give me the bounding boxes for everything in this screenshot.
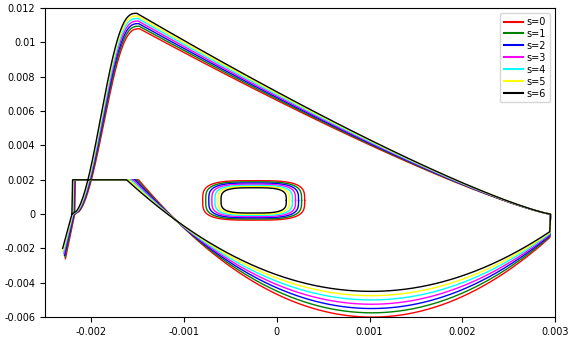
s=2 bbox=[70, 212, 77, 216]
Line: s=2: s=2 bbox=[74, 24, 551, 309]
s=6 bbox=[373, 289, 380, 293]
s=2 bbox=[70, 212, 77, 216]
s=1 bbox=[394, 154, 401, 159]
s=3 bbox=[284, 100, 291, 104]
Line: s=4: s=4 bbox=[73, 18, 551, 300]
s=1 bbox=[285, 103, 292, 107]
s=6 bbox=[68, 212, 75, 216]
s=6 bbox=[293, 279, 300, 283]
s=0 bbox=[71, 212, 78, 216]
s=5 bbox=[152, 202, 159, 206]
s=6 bbox=[134, 11, 140, 15]
s=5 bbox=[134, 14, 141, 18]
s=5 bbox=[284, 97, 291, 101]
s=5 bbox=[106, 74, 113, 78]
s=4 bbox=[284, 98, 291, 102]
s=2 bbox=[153, 200, 160, 204]
s=0 bbox=[394, 155, 401, 160]
s=4 bbox=[368, 298, 375, 302]
s=0 bbox=[154, 199, 160, 203]
s=1 bbox=[71, 212, 78, 216]
s=6 bbox=[284, 95, 291, 99]
s=3 bbox=[374, 302, 380, 306]
s=4 bbox=[374, 298, 380, 302]
s=1 bbox=[108, 81, 115, 86]
s=6 bbox=[151, 202, 158, 206]
s=3 bbox=[368, 302, 375, 306]
s=1 bbox=[136, 24, 143, 28]
s=3 bbox=[135, 19, 142, 23]
s=4 bbox=[69, 212, 76, 216]
s=3 bbox=[294, 290, 301, 294]
s=5 bbox=[393, 151, 400, 155]
s=4 bbox=[107, 76, 113, 80]
s=3 bbox=[107, 78, 114, 82]
s=6 bbox=[105, 73, 112, 77]
s=4 bbox=[393, 152, 400, 156]
s=4 bbox=[134, 16, 141, 20]
s=2 bbox=[374, 307, 380, 311]
Line: s=6: s=6 bbox=[72, 13, 551, 291]
s=3 bbox=[152, 200, 159, 204]
s=2 bbox=[394, 154, 401, 158]
s=5 bbox=[69, 212, 76, 216]
s=3 bbox=[70, 212, 77, 216]
s=5 bbox=[69, 212, 76, 216]
s=2 bbox=[107, 80, 114, 84]
s=6 bbox=[393, 151, 400, 155]
s=2 bbox=[368, 307, 375, 311]
s=0 bbox=[108, 83, 115, 87]
s=0 bbox=[295, 301, 301, 305]
s=5 bbox=[368, 294, 375, 298]
s=5 bbox=[373, 294, 380, 298]
Line: s=1: s=1 bbox=[74, 26, 551, 313]
s=1 bbox=[153, 199, 160, 203]
Line: s=5: s=5 bbox=[72, 16, 551, 296]
s=2 bbox=[285, 101, 292, 105]
Line: s=0: s=0 bbox=[74, 29, 551, 317]
s=4 bbox=[152, 201, 159, 205]
s=3 bbox=[70, 212, 77, 216]
s=0 bbox=[368, 315, 375, 319]
s=5 bbox=[293, 283, 300, 287]
s=6 bbox=[368, 289, 375, 293]
s=6 bbox=[68, 212, 75, 216]
Legend: s=0, s=1, s=2, s=3, s=4, s=5, s=6: s=0, s=1, s=2, s=3, s=4, s=5, s=6 bbox=[500, 13, 550, 103]
s=3 bbox=[393, 153, 400, 157]
s=1 bbox=[295, 297, 301, 301]
s=1 bbox=[368, 311, 375, 315]
Line: s=3: s=3 bbox=[73, 21, 551, 304]
s=2 bbox=[135, 21, 142, 26]
s=1 bbox=[374, 311, 381, 315]
s=0 bbox=[136, 27, 143, 31]
s=2 bbox=[294, 294, 301, 298]
s=4 bbox=[69, 212, 76, 216]
s=0 bbox=[285, 104, 292, 108]
s=0 bbox=[71, 212, 78, 216]
s=4 bbox=[293, 286, 300, 291]
s=0 bbox=[374, 315, 381, 319]
s=1 bbox=[71, 212, 78, 216]
